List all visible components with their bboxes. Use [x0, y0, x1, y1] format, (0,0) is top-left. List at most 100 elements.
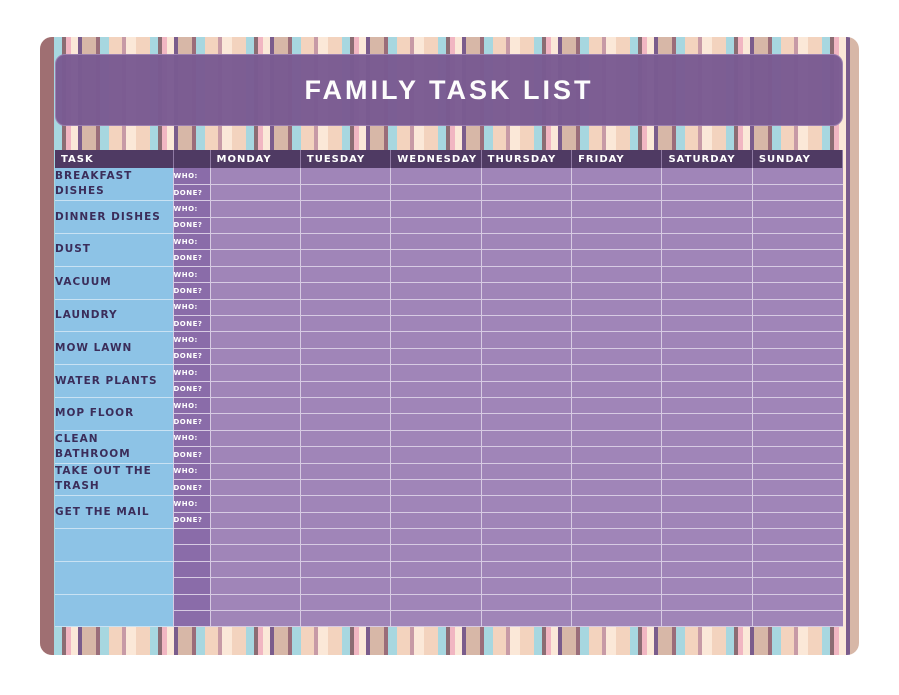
who-entry-cell[interactable] — [661, 266, 753, 284]
done-entry-cell[interactable] — [571, 610, 662, 628]
who-entry-cell[interactable] — [299, 561, 391, 579]
who-entry-cell[interactable] — [390, 200, 482, 218]
done-entry-cell[interactable] — [209, 282, 301, 300]
done-entry-cell[interactable] — [480, 446, 572, 464]
who-entry-cell[interactable] — [571, 397, 662, 415]
who-entry-cell[interactable] — [571, 495, 662, 513]
done-entry-cell[interactable] — [751, 544, 843, 562]
done-entry-cell[interactable] — [751, 610, 843, 628]
done-entry-cell[interactable] — [661, 217, 753, 235]
who-entry-cell[interactable] — [571, 528, 662, 546]
who-entry-cell[interactable] — [390, 331, 482, 349]
who-entry-cell[interactable] — [390, 299, 482, 317]
done-entry-cell[interactable] — [209, 446, 301, 464]
done-entry-cell[interactable] — [571, 217, 662, 235]
who-entry-cell[interactable] — [390, 233, 482, 251]
who-entry-cell[interactable] — [571, 430, 662, 448]
done-entry-cell[interactable] — [661, 249, 753, 267]
done-entry-cell[interactable] — [661, 381, 753, 398]
done-entry-cell[interactable] — [209, 184, 301, 202]
who-entry-cell[interactable] — [661, 168, 753, 185]
done-entry-cell[interactable] — [390, 479, 482, 497]
done-entry-cell[interactable] — [390, 315, 482, 333]
done-entry-cell[interactable] — [661, 184, 753, 202]
done-entry-cell[interactable] — [571, 446, 662, 464]
done-entry-cell[interactable] — [390, 544, 482, 562]
done-entry-cell[interactable] — [751, 348, 843, 366]
who-entry-cell[interactable] — [299, 463, 391, 480]
done-entry-cell[interactable] — [209, 413, 301, 431]
done-entry-cell[interactable] — [480, 217, 572, 235]
who-entry-cell[interactable] — [571, 299, 662, 317]
done-entry-cell[interactable] — [390, 512, 482, 530]
who-entry-cell[interactable] — [299, 233, 391, 251]
who-entry-cell[interactable] — [209, 528, 301, 546]
done-entry-cell[interactable] — [571, 381, 662, 398]
who-entry-cell[interactable] — [751, 233, 843, 251]
who-entry-cell[interactable] — [390, 528, 482, 546]
who-entry-cell[interactable] — [661, 331, 753, 349]
who-entry-cell[interactable] — [390, 463, 482, 480]
done-entry-cell[interactable] — [299, 184, 391, 202]
who-entry-cell[interactable] — [390, 168, 482, 185]
done-entry-cell[interactable] — [661, 577, 753, 595]
done-entry-cell[interactable] — [751, 282, 843, 300]
done-entry-cell[interactable] — [299, 217, 391, 235]
who-entry-cell[interactable] — [480, 200, 572, 218]
who-entry-cell[interactable] — [480, 364, 572, 382]
who-entry-cell[interactable] — [661, 495, 753, 513]
done-entry-cell[interactable] — [480, 544, 572, 562]
done-entry-cell[interactable] — [390, 577, 482, 595]
who-entry-cell[interactable] — [480, 495, 572, 513]
who-entry-cell[interactable] — [571, 200, 662, 218]
who-entry-cell[interactable] — [480, 594, 572, 612]
who-entry-cell[interactable] — [299, 528, 391, 546]
done-entry-cell[interactable] — [390, 249, 482, 267]
who-entry-cell[interactable] — [480, 168, 572, 185]
who-entry-cell[interactable] — [390, 430, 482, 448]
done-entry-cell[interactable] — [571, 512, 662, 530]
who-entry-cell[interactable] — [571, 594, 662, 612]
done-entry-cell[interactable] — [209, 381, 301, 398]
done-entry-cell[interactable] — [390, 184, 482, 202]
done-entry-cell[interactable] — [480, 315, 572, 333]
done-entry-cell[interactable] — [480, 348, 572, 366]
done-entry-cell[interactable] — [299, 381, 391, 398]
done-entry-cell[interactable] — [480, 479, 572, 497]
who-entry-cell[interactable] — [209, 495, 301, 513]
who-entry-cell[interactable] — [390, 594, 482, 612]
done-entry-cell[interactable] — [209, 249, 301, 267]
done-entry-cell[interactable] — [390, 381, 482, 398]
done-entry-cell[interactable] — [299, 249, 391, 267]
done-entry-cell[interactable] — [209, 217, 301, 235]
done-entry-cell[interactable] — [390, 413, 482, 431]
done-entry-cell[interactable] — [661, 446, 753, 464]
who-entry-cell[interactable] — [299, 594, 391, 612]
done-entry-cell[interactable] — [661, 315, 753, 333]
done-entry-cell[interactable] — [209, 512, 301, 530]
done-entry-cell[interactable] — [480, 249, 572, 267]
who-entry-cell[interactable] — [571, 168, 662, 185]
who-entry-cell[interactable] — [661, 299, 753, 317]
done-entry-cell[interactable] — [209, 315, 301, 333]
done-entry-cell[interactable] — [661, 610, 753, 628]
done-entry-cell[interactable] — [480, 512, 572, 530]
done-entry-cell[interactable] — [480, 610, 572, 628]
done-entry-cell[interactable] — [751, 249, 843, 267]
who-entry-cell[interactable] — [299, 168, 391, 185]
who-entry-cell[interactable] — [209, 364, 301, 382]
done-entry-cell[interactable] — [209, 348, 301, 366]
done-entry-cell[interactable] — [751, 217, 843, 235]
done-entry-cell[interactable] — [571, 544, 662, 562]
who-entry-cell[interactable] — [480, 299, 572, 317]
done-entry-cell[interactable] — [299, 348, 391, 366]
done-entry-cell[interactable] — [751, 479, 843, 497]
who-entry-cell[interactable] — [571, 331, 662, 349]
who-entry-cell[interactable] — [209, 233, 301, 251]
who-entry-cell[interactable] — [480, 528, 572, 546]
done-entry-cell[interactable] — [661, 544, 753, 562]
done-entry-cell[interactable] — [661, 413, 753, 431]
done-entry-cell[interactable] — [299, 577, 391, 595]
who-entry-cell[interactable] — [571, 364, 662, 382]
done-entry-cell[interactable] — [480, 413, 572, 431]
